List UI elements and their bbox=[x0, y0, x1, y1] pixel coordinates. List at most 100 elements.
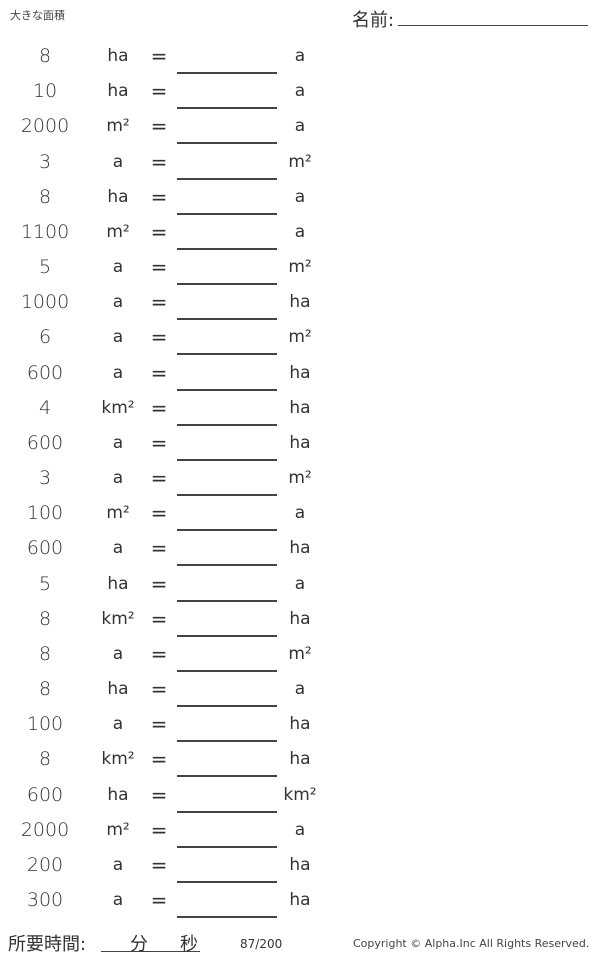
answer-blank[interactable] bbox=[177, 353, 277, 356]
equals-sign: = bbox=[150, 430, 168, 455]
to-unit: ha bbox=[289, 608, 311, 629]
problem-value: 300 bbox=[26, 889, 64, 912]
answer-blank[interactable] bbox=[177, 810, 277, 813]
worksheet-title: 大きな面積 bbox=[10, 9, 65, 22]
problem-value: 8 bbox=[38, 185, 52, 208]
equals-sign: = bbox=[150, 641, 168, 666]
equals-sign: = bbox=[150, 712, 168, 737]
to-unit: a bbox=[294, 573, 306, 594]
from-unit: a bbox=[112, 538, 124, 559]
answer-blank[interactable] bbox=[177, 212, 277, 215]
answer-blank[interactable] bbox=[177, 880, 277, 883]
to-unit: ha bbox=[289, 538, 311, 559]
to-unit: ha bbox=[289, 362, 311, 383]
from-unit: a bbox=[112, 890, 124, 911]
to-unit: a bbox=[294, 116, 306, 137]
to-unit: ha bbox=[289, 714, 311, 735]
equals-sign: = bbox=[150, 219, 168, 244]
equals-sign: = bbox=[150, 44, 168, 68]
problem-value: 6 bbox=[38, 326, 52, 349]
from-unit: ha bbox=[107, 81, 129, 102]
from-unit: a bbox=[112, 327, 124, 348]
answer-blank[interactable] bbox=[177, 494, 277, 497]
name-field[interactable] bbox=[398, 25, 588, 26]
to-unit: m² bbox=[288, 643, 312, 664]
problem-row: 3 a = m² bbox=[0, 150, 340, 198]
to-unit: ha bbox=[289, 397, 311, 418]
problem-value: 1100 bbox=[20, 220, 70, 243]
equals-sign: = bbox=[150, 536, 168, 561]
from-unit: a bbox=[112, 854, 124, 875]
problem-value: 3 bbox=[38, 467, 52, 490]
problem-value: 200 bbox=[26, 853, 64, 876]
from-unit: km² bbox=[101, 608, 135, 629]
to-unit: a bbox=[294, 503, 306, 524]
equals-sign: = bbox=[150, 149, 168, 174]
problem-value: 8 bbox=[38, 45, 52, 67]
problem-row: 600 ha = km² bbox=[0, 783, 340, 831]
answer-blank[interactable] bbox=[177, 564, 277, 567]
to-unit: ha bbox=[289, 890, 311, 911]
answer-blank[interactable] bbox=[177, 72, 277, 74]
problem-value: 8 bbox=[38, 678, 52, 701]
equals-sign: = bbox=[150, 395, 168, 420]
answer-blank[interactable] bbox=[177, 775, 277, 778]
from-unit: m² bbox=[106, 819, 130, 840]
answer-blank[interactable] bbox=[177, 740, 277, 743]
from-unit: a bbox=[112, 292, 124, 313]
problem-row: 600 a = ha bbox=[0, 361, 340, 409]
problem-value: 5 bbox=[38, 572, 52, 595]
to-unit: a bbox=[294, 46, 306, 66]
answer-blank[interactable] bbox=[177, 599, 277, 602]
answer-blank[interactable] bbox=[177, 247, 277, 250]
answer-blank[interactable] bbox=[177, 634, 277, 637]
problem-row: 8 ha = a bbox=[0, 44, 340, 92]
answer-blank[interactable] bbox=[177, 423, 277, 426]
answer-blank[interactable] bbox=[177, 142, 277, 145]
problem-value: 2000 bbox=[20, 115, 70, 138]
answer-blank[interactable] bbox=[177, 916, 277, 919]
problem-row: 1000 a = ha bbox=[0, 290, 340, 338]
from-unit: m² bbox=[106, 221, 130, 242]
to-unit: a bbox=[294, 221, 306, 242]
answer-blank[interactable] bbox=[177, 705, 277, 708]
equals-sign: = bbox=[150, 290, 168, 315]
to-unit: ha bbox=[289, 749, 311, 770]
equals-sign: = bbox=[150, 360, 168, 385]
equals-sign: = bbox=[150, 571, 168, 596]
time-field[interactable] bbox=[101, 951, 200, 952]
problem-value: 100 bbox=[26, 713, 64, 736]
answer-blank[interactable] bbox=[177, 388, 277, 391]
problem-row: 4 km² = ha bbox=[0, 396, 340, 444]
equals-sign: = bbox=[150, 79, 168, 104]
answer-blank[interactable] bbox=[177, 458, 277, 461]
problem-row: 300 a = ha bbox=[0, 888, 340, 936]
from-unit: ha bbox=[107, 784, 129, 805]
page-number: 87/200 bbox=[240, 937, 283, 951]
problem-row: 8 km² = ha bbox=[0, 747, 340, 795]
equals-sign: = bbox=[150, 466, 168, 491]
to-unit: m² bbox=[288, 257, 312, 278]
problem-value: 4 bbox=[38, 396, 52, 419]
to-unit: m² bbox=[288, 327, 312, 348]
answer-blank[interactable] bbox=[177, 177, 277, 180]
equals-sign: = bbox=[150, 501, 168, 526]
to-unit: m² bbox=[288, 468, 312, 489]
answer-blank[interactable] bbox=[177, 529, 277, 532]
problem-row: 6 a = m² bbox=[0, 325, 340, 373]
answer-blank[interactable] bbox=[177, 283, 277, 286]
problem-value: 8 bbox=[38, 642, 52, 665]
answer-blank[interactable] bbox=[177, 845, 277, 848]
from-unit: km² bbox=[101, 397, 135, 418]
problem-value: 600 bbox=[26, 361, 64, 384]
to-unit: a bbox=[294, 81, 306, 102]
equals-sign: = bbox=[150, 114, 168, 139]
answer-blank[interactable] bbox=[177, 107, 277, 110]
to-unit: a bbox=[294, 679, 306, 700]
seconds-label: 秒 bbox=[180, 934, 198, 955]
answer-blank[interactable] bbox=[177, 318, 277, 321]
equals-sign: = bbox=[150, 888, 168, 913]
answer-blank[interactable] bbox=[177, 669, 277, 672]
equals-sign: = bbox=[150, 747, 168, 772]
problem-value: 2000 bbox=[20, 818, 70, 841]
